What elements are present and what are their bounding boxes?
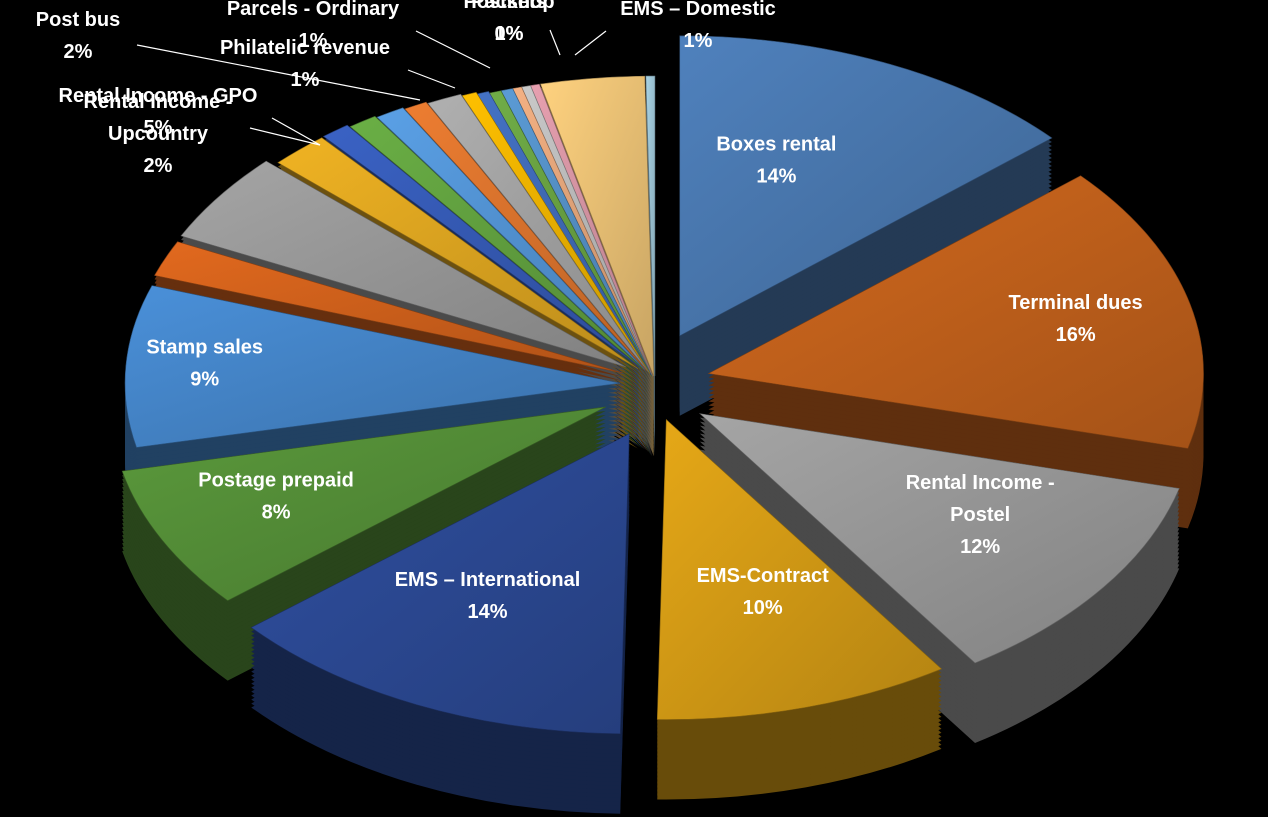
pie-slice-packets[interactable] — [404, 101, 647, 371]
label-ems-domestic: EMS – Domestic 1% — [620, 0, 776, 52]
pie-slice-parcels-ordinary[interactable] — [349, 115, 643, 369]
label-ems-international: EMS – International 14% — [395, 569, 581, 623]
label-ems-contract: EMS-Contract 10% — [697, 565, 830, 619]
label-parcels-ordinary: Parcels - Ordinary 1% — [227, 0, 400, 52]
label-rental-income-postel: Rental Income -Postel 12% — [906, 472, 1055, 558]
leader-line-10 — [407, 69, 456, 89]
leader-line-12 — [549, 29, 561, 56]
pie-slice-boxes-rental[interactable] — [679, 35, 1053, 337]
slice-labels: Boxes rental 14% Terminal dues 16% Rental In… — [36, 0, 1143, 623]
leader-line-8 — [271, 117, 321, 146]
label-stamp-sales: Stamp sales 9% — [146, 336, 263, 390]
pie-slice-rental-income-gpo[interactable] — [180, 160, 627, 368]
label-post-bus: Post bus 2% — [36, 9, 120, 63]
label-terminal-dues: Terminal dues 16% — [1009, 292, 1143, 346]
label-philatelic-revenue: Philatelic revenue 1% — [220, 37, 390, 91]
pie-slice-ems-contract[interactable] — [656, 418, 942, 720]
pie-slice-postage-prepaid[interactable] — [121, 406, 606, 601]
pie-slice-postshop[interactable] — [376, 107, 645, 370]
label-boxes-rental: Boxes rental 14% — [716, 133, 836, 187]
pie-top-layer — [121, 35, 1204, 735]
label-rental-income-gpo: Rental Income - GPO 5% — [59, 85, 258, 139]
pie-slice-unlabeled-14[interactable] — [427, 93, 649, 373]
pie-slice-ems-international[interactable] — [250, 433, 630, 735]
pie-slice-ems-domestic[interactable] — [645, 75, 656, 377]
pie-slice-rental-income-postel[interactable] — [698, 413, 1180, 664]
leader-line-23 — [574, 30, 607, 56]
pie-slice-philatelic-revenue[interactable] — [322, 124, 640, 368]
label-postshop: Postshop 1% — [463, 0, 554, 45]
label-packets: Packets 0% — [471, 0, 547, 45]
pie-slice-terminal-dues[interactable] — [707, 175, 1204, 449]
label-rental-income-upcountry: Rental Income -Upcountry 2% — [84, 91, 233, 177]
leader-line-7 — [249, 127, 321, 146]
pie-slice-stamp-sales[interactable] — [124, 285, 621, 448]
leader-line-11 — [415, 30, 491, 69]
pie-slice-unlabeled-22[interactable] — [540, 75, 655, 377]
pie-slice-rental-income-upcountry[interactable] — [154, 241, 623, 374]
label-postage-prepaid: Postage prepaid 8% — [198, 470, 354, 524]
leader-lines — [136, 29, 607, 146]
pie-slice-post-bus[interactable] — [277, 137, 639, 369]
pie-slice-unlabeled-15[interactable] — [461, 91, 651, 374]
leader-line-9 — [136, 44, 421, 101]
